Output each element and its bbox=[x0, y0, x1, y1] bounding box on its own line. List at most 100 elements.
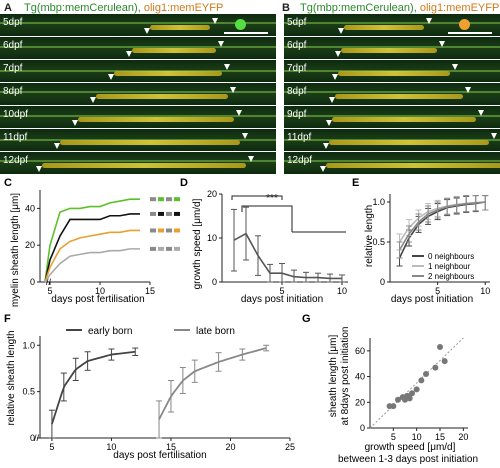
legend-e-label-1: 1 neighbour bbox=[428, 262, 471, 271]
b-myelin-sheath bbox=[344, 25, 424, 30]
c-y-tick-label: 20 bbox=[25, 240, 35, 250]
a-background-fiber bbox=[0, 160, 276, 162]
b-row-label: 12dpf bbox=[287, 155, 313, 166]
a-myelin-sheath bbox=[60, 140, 240, 145]
panel-f-ylabel: relative sheath length bbox=[6, 330, 17, 425]
a-arrowhead-icon bbox=[72, 120, 78, 126]
d-y-tick-label: 20 bbox=[207, 189, 217, 199]
d-y-tick-label: 10 bbox=[207, 233, 217, 243]
b-row-label: 11dpf bbox=[287, 132, 312, 143]
b-arrowhead-icon bbox=[439, 41, 445, 47]
a-arrowhead-icon bbox=[54, 143, 60, 149]
a-background-fiber bbox=[0, 22, 276, 24]
b-arrowhead-icon bbox=[338, 28, 344, 34]
c-sheath-glyph-icon bbox=[150, 246, 156, 251]
g-scatter-point bbox=[406, 395, 413, 402]
b-strip-1: 6dpf bbox=[284, 37, 500, 59]
panel-g-ylabel-1: sheath length [μm] bbox=[328, 335, 339, 418]
panel-a-image: 5dpf 6dpf 7dpf 8dpf 10dpf 11dpf 12dpf bbox=[0, 14, 276, 174]
a-background-fiber bbox=[0, 115, 276, 117]
d-sig-bracket-a bbox=[231, 195, 283, 200]
b-arrowhead-icon bbox=[323, 143, 329, 149]
g-x-tick-label: 5 bbox=[391, 432, 396, 442]
f-y-tick-label: 0.5 bbox=[22, 387, 35, 397]
b-myelin-sheath bbox=[338, 71, 450, 76]
g-y-tick-label: 60 bbox=[355, 346, 365, 356]
c-sheath-glyph-icon bbox=[158, 197, 164, 202]
a-row-label: 11dpf bbox=[3, 132, 28, 143]
b-arrowhead-icon bbox=[491, 133, 497, 139]
g-y-tick-label: 40 bbox=[355, 372, 365, 382]
e-y-tick-label: 0 bbox=[380, 277, 385, 287]
b-myelin-sheath bbox=[332, 117, 476, 122]
f-x-tick-label: 15 bbox=[166, 442, 176, 452]
a-arrowhead-icon bbox=[230, 87, 236, 93]
b-strip-4: 9dpf bbox=[284, 106, 500, 128]
panel-b-title: Tg(mbp:memCerulean), olig1:memEYFP bbox=[300, 2, 499, 14]
g-scatter-point bbox=[390, 403, 397, 410]
f-x-tick-label: 10 bbox=[106, 442, 116, 452]
g-scatter-point bbox=[395, 396, 401, 403]
panel-letter-f: F bbox=[4, 313, 11, 325]
b-row-label: 9dpf bbox=[287, 109, 307, 120]
a-row-label: 6dpf bbox=[3, 40, 23, 51]
a-arrowhead-icon bbox=[108, 74, 114, 80]
c-sheath-glyph-icon bbox=[158, 228, 164, 233]
f-series-line-1 bbox=[158, 347, 267, 420]
panel-letter-b: B bbox=[282, 2, 290, 14]
b-background-fiber bbox=[284, 91, 500, 93]
e-y-tick-label: 1.0 bbox=[372, 197, 385, 207]
c-series-line-3 bbox=[44, 248, 140, 283]
a-arrowhead-icon bbox=[248, 156, 254, 162]
c-sheath-glyph-icon bbox=[150, 197, 156, 202]
c-x-tick-label: 15 bbox=[145, 286, 155, 296]
g-scatter-point bbox=[441, 358, 448, 365]
c-sheath-glyph-icon bbox=[150, 228, 156, 233]
c-y-tick-label: 0 bbox=[30, 277, 35, 287]
b-scale-bar bbox=[448, 32, 492, 34]
c-axis-break-icon: // bbox=[46, 277, 52, 287]
b-marker-dot-icon bbox=[459, 19, 470, 30]
panel-g-ylabel-2: at 8days post initiation bbox=[340, 327, 351, 426]
legend-e-label-0: 0 neighbours bbox=[428, 252, 474, 261]
c-sheath-glyph-icon bbox=[150, 211, 156, 216]
a-myelin-sheath bbox=[150, 25, 210, 30]
c-sheath-glyph-icon bbox=[166, 197, 172, 202]
b-arrowhead-icon bbox=[329, 97, 335, 103]
panel-a-title-1: Tg(mbp:memCerulean), bbox=[24, 2, 141, 14]
panel-g-xlabel-2: between 1-3 days post initiation bbox=[338, 454, 478, 465]
b-arrowhead-icon bbox=[426, 18, 432, 24]
panel-letter-d: D bbox=[180, 177, 188, 189]
c-sheath-glyph-icon bbox=[158, 246, 164, 251]
a-strip-4: 10dpf bbox=[0, 106, 276, 128]
b-myelin-sheath bbox=[335, 94, 463, 99]
a-arrowhead-icon bbox=[236, 110, 242, 116]
b-myelin-sheath bbox=[341, 48, 437, 53]
a-background-fiber bbox=[0, 91, 276, 93]
b-background-fiber bbox=[284, 22, 500, 24]
b-arrowhead-icon bbox=[465, 87, 471, 93]
panel-letter-a: A bbox=[4, 2, 12, 14]
a-arrowhead-icon bbox=[218, 41, 224, 47]
b-background-fiber bbox=[284, 160, 500, 162]
g-x-tick-label: 20 bbox=[458, 432, 468, 442]
b-strip-3: 8dpf bbox=[284, 83, 500, 105]
d-x-tick-label: 10 bbox=[337, 286, 347, 296]
a-strip-1: 6dpf bbox=[0, 37, 276, 59]
a-arrowhead-icon bbox=[242, 133, 248, 139]
b-row-label: 6dpf bbox=[287, 40, 307, 51]
c-sheath-glyph-icon bbox=[174, 246, 180, 251]
a-myelin-sheath bbox=[132, 48, 216, 53]
panel-a-title: Tg(mbp:memCerulean), olig1:memEYFP bbox=[24, 2, 223, 14]
f-x-tick-label: 25 bbox=[285, 442, 295, 452]
a-strip-6: 12dpf bbox=[0, 152, 276, 174]
g-x-tick-label: 10 bbox=[412, 432, 422, 442]
a-row-label: 12dpf bbox=[3, 155, 29, 166]
panel-g-xlabel-1: growth speed [μm/d] bbox=[365, 442, 456, 453]
panel-c-xlabel: days post fertilisation bbox=[51, 294, 144, 305]
f-axis-break-icon: // bbox=[34, 433, 40, 443]
a-arrowhead-icon bbox=[224, 64, 230, 70]
c-y-tick-label: 40 bbox=[25, 203, 35, 213]
a-strip-2: 7dpf bbox=[0, 60, 276, 82]
